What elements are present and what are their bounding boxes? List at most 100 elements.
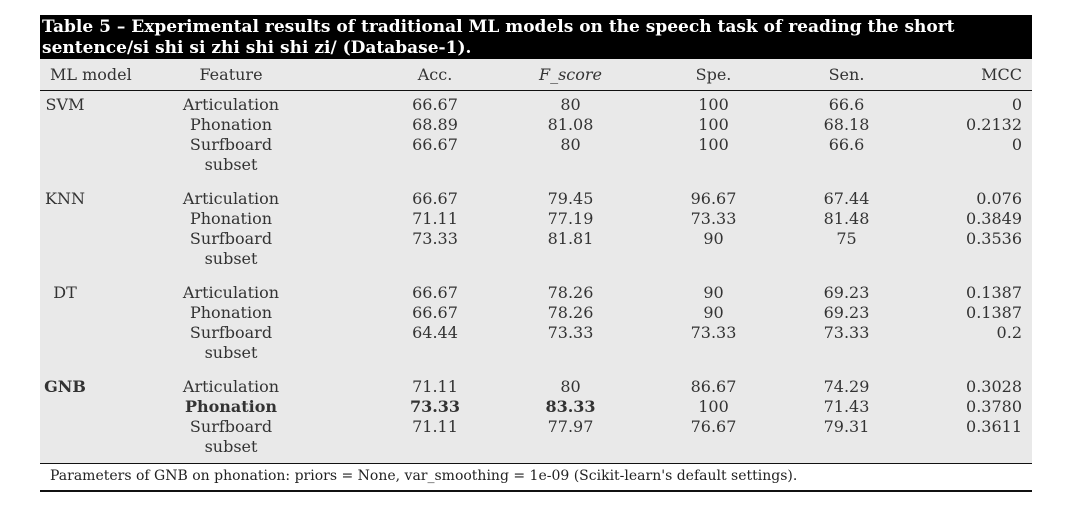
cell-mcc [939,155,1032,175]
cell-sen [754,155,939,175]
cell-f: 77.97 [547,417,594,436]
cell-sen: 69.23 [823,303,870,322]
results-table: ML model Feature Acc. F_score Spe. Sen. … [40,59,1032,463]
cell-model [40,343,140,363]
cell-feature: Phonation [184,397,278,416]
cell-f [468,343,673,363]
cell-spe: 100 [698,115,729,134]
table-row: subset [40,437,1032,457]
cell-mcc: 0.1387 [966,283,1022,302]
cell-acc: 66.67 [412,189,458,208]
table-row: Phonation 73.33 83.33 100 71.43 0.3780 [40,397,1032,417]
cell-spe: 86.67 [690,377,737,396]
cell-spe: 100 [698,397,729,416]
cell-acc: 73.33 [412,229,458,248]
cell-mcc: 0.3028 [966,377,1022,396]
cell-mcc [939,437,1032,457]
cell-f: 83.33 [545,397,596,416]
cell-spe [673,437,754,457]
cell-model: KNN [45,189,85,208]
cell-model [40,229,140,249]
cell-feature: subset [204,343,258,362]
cell-feature: Surfboard [189,323,273,342]
cell-model [40,115,140,135]
cell-spe: 90 [703,229,724,248]
cell-f: 80 [560,377,581,396]
cell-acc: 73.33 [409,397,461,416]
cell-feature: Articulation [182,377,280,396]
cell-acc [402,437,468,457]
cell-feature: Phonation [189,303,273,322]
cell-spe [673,249,754,269]
cell-sen [754,249,939,269]
cell-spe: 76.67 [690,417,737,436]
cell-f [468,437,673,457]
cell-sen [754,437,939,457]
cell-sen: 74.29 [823,377,870,396]
header-sen: Sen. [828,65,865,84]
cell-f: 77.19 [547,209,594,228]
cell-mcc: 0 [1011,135,1022,154]
cell-model [40,417,140,437]
table-row: subset [40,249,1032,269]
cell-f: 79.45 [547,189,594,208]
cell-sen: 73.33 [823,323,870,342]
cell-mcc: 0.3780 [966,397,1022,416]
header-f-score: F_score [538,65,603,84]
table-row: Surfboard 66.67 80 100 66.6 0 [40,135,1032,155]
cell-sen: 66.6 [828,135,865,154]
cell-sen: 81.48 [823,209,870,228]
cell-sen: 66.6 [828,95,865,114]
cell-mcc: 0 [1011,95,1022,114]
header-spe: Spe. [695,65,732,84]
table-figure: Table 5 – Experimental results of tradit… [40,15,1032,492]
cell-spe: 90 [703,283,724,302]
cell-feature: Articulation [182,95,280,114]
table-row: Surfboard 73.33 81.81 90 75 0.3536 [40,229,1032,249]
cell-model [40,249,140,269]
cell-f: 78.26 [547,303,594,322]
cell-feature: Phonation [189,115,273,134]
cell-acc: 66.67 [412,95,458,114]
table-row: Phonation 71.11 77.19 73.33 81.48 0.3849 [40,209,1032,229]
cell-acc: 68.89 [412,115,458,134]
cell-sen: 71.43 [823,397,870,416]
cell-spe: 90 [703,303,724,322]
cell-sen: 79.31 [823,417,870,436]
cell-f: 73.33 [547,323,594,342]
cell-f: 81.08 [547,115,594,134]
cell-acc [402,343,468,363]
cell-feature: Articulation [182,189,280,208]
cell-model [40,437,140,457]
cell-f: 80 [560,135,581,154]
model-group-svm: SVM Articulation 66.67 80 100 66.6 0 Phonation 6… [40,91,1032,175]
cell-acc [402,249,468,269]
cell-mcc: 0.1387 [966,303,1022,322]
cell-mcc: 0.2132 [966,115,1022,134]
cell-acc: 71.11 [412,417,458,436]
group-spacer [40,269,1032,279]
cell-acc: 66.67 [412,135,458,154]
cell-feature: Articulation [182,283,280,302]
table-row: Surfboard 71.11 77.97 76.67 79.31 0.3611 [40,417,1032,437]
cell-mcc: 0.3611 [966,417,1022,436]
cell-acc: 71.11 [412,209,458,228]
cell-model: GNB [44,377,86,396]
cell-mcc [939,249,1032,269]
cell-f [468,249,673,269]
cell-acc: 64.44 [412,323,458,342]
cell-spe: 96.67 [690,189,737,208]
cell-acc: 66.67 [412,303,458,322]
cell-sen [754,343,939,363]
table-row: KNN Articulation 66.67 79.45 96.67 67.44 0.076 [40,189,1032,209]
cell-model [40,323,140,343]
cell-spe: 100 [698,135,729,154]
cell-f [468,155,673,175]
cell-model: SVM [45,95,85,114]
cell-mcc: 0.2 [996,323,1022,342]
table-row: subset [40,155,1032,175]
table-row: Phonation 66.67 78.26 90 69.23 0.1387 [40,303,1032,323]
cell-feature: Phonation [189,209,273,228]
cell-f: 80 [560,95,581,114]
cell-f: 78.26 [547,283,594,302]
